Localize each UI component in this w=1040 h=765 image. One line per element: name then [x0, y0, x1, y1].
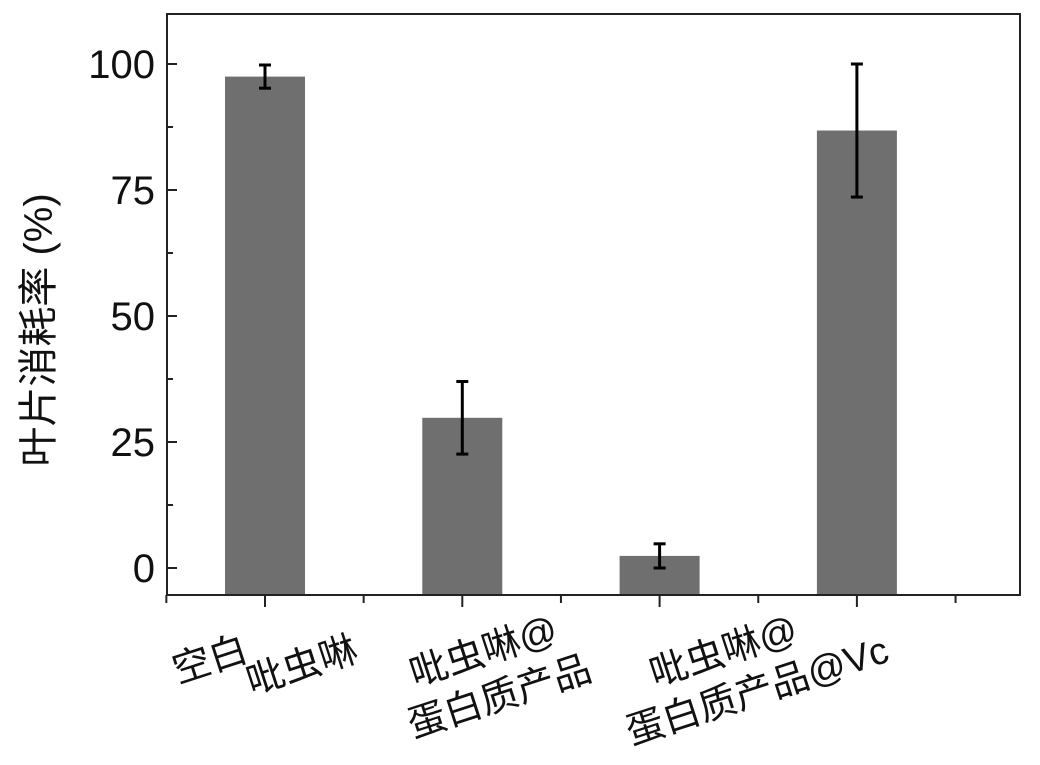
y-tick-label: 100 [88, 43, 155, 87]
plot-frame [166, 13, 1021, 596]
x-tick-label: 空白 [168, 629, 253, 692]
x-tick-label-line: 空白 [168, 629, 253, 692]
x-tick-label: 吡虫啉@蛋白质产品@Vc [606, 584, 893, 754]
y-tick-label: 25 [111, 421, 156, 465]
x-tick-label-line: 吡虫啉 [241, 629, 362, 704]
y-tick-label: 75 [111, 169, 156, 213]
y-tick-label: 50 [111, 295, 156, 339]
bar [816, 130, 897, 595]
x-tick-label: 吡虫啉@蛋白质产品 [388, 602, 597, 746]
bar [225, 76, 305, 596]
y-tick-label: 0 [133, 547, 155, 591]
y-axis-label: 叶片消耗率 (%) [17, 193, 61, 466]
x-tick-label: 吡虫啉 [241, 629, 362, 704]
